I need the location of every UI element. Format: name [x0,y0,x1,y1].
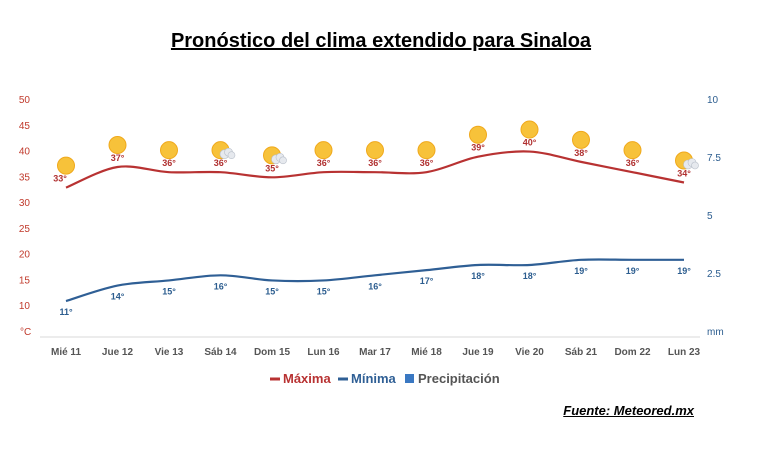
sun-cloud-icon [263,146,287,165]
data-label-minima: 15° [162,286,176,296]
y-right-tick: 10 [707,95,719,106]
y-right-unit: mm [707,327,724,338]
sun-icon [108,136,127,155]
y-left-tick: 45 [19,121,31,132]
sun-icon [366,141,384,160]
series-line-maxima [65,150,685,189]
source-credit: Fuente: Meteored.mx [563,403,694,418]
x-tick-label: Mié 18 [411,347,442,358]
sun-icon [57,156,75,175]
y-left-tick: 50 [19,95,31,106]
x-tick-label: Lun 16 [307,347,340,358]
sun-icon [314,141,333,160]
x-tick-label: Dom 22 [614,347,651,358]
y-left-tick: 25 [19,224,31,235]
y-right-tick: 5 [707,211,713,222]
y-left-tick: 35 [19,172,31,183]
y-right-tick: 7.5 [707,153,721,164]
data-label-maxima: 36° [368,158,382,168]
data-label-maxima: 36° [626,158,640,168]
legend-label: Precipitación [418,371,500,386]
sun-icon [160,141,178,160]
x-tick-label: Mar 17 [359,347,391,358]
data-label-maxima: 36° [420,158,434,168]
data-label-minima: 15° [317,286,331,296]
sun-cloud-icon [211,141,236,160]
y-left-tick: 10 [19,301,31,312]
data-label-minima: 14° [111,292,125,302]
data-label-maxima: 36° [162,158,176,168]
data-label-minima: 19° [574,266,588,276]
sun-cloud-icon [675,151,699,170]
data-label-maxima: 39° [471,143,485,153]
x-tick-label: Lun 23 [668,347,701,358]
data-label-maxima: 36° [317,158,331,168]
y-left-unit: °C [20,327,31,338]
x-tick-label: Dom 15 [254,347,291,358]
sun-icon [417,141,436,160]
sun-icon [623,141,642,160]
data-label-maxima: 38° [574,148,588,158]
y-right-tick: 2.5 [707,269,721,280]
data-label-minima: 11° [59,307,73,317]
data-label-minima: 16° [368,281,382,291]
data-label-minima: 17° [420,276,434,286]
data-label-minima: 19° [677,266,691,276]
data-label-maxima: 36° [214,158,228,168]
data-label-minima: 16° [214,281,228,291]
data-label-maxima: 40° [523,138,537,148]
data-label-minima: 19° [626,266,640,276]
legend-swatch [405,374,414,383]
sun-icon [469,125,487,144]
sun-icon [520,120,539,139]
x-tick-label: Mié 11 [51,347,81,358]
data-label-maxima: 37° [111,153,125,163]
data-label-minima: 15° [265,286,279,296]
x-tick-label: Jue 12 [102,347,134,358]
data-label-maxima: 35° [265,163,279,173]
x-tick-label: Sáb 14 [204,347,237,358]
x-tick-label: Vie 13 [155,347,184,358]
x-tick-label: Sáb 21 [565,347,598,358]
y-left-tick: 40 [19,147,31,158]
x-tick-label: Jue 19 [462,347,494,358]
data-label-maxima: 33° [53,174,67,184]
data-label-minima: 18° [523,271,537,281]
series-line-minima [65,258,684,303]
y-left-tick: 15 [19,275,31,286]
legend-label: Máxima [283,371,331,386]
sun-icon [572,130,590,149]
y-left-tick: 30 [19,198,31,209]
x-tick-label: Vie 20 [515,347,544,358]
legend-label: Mínima [351,371,397,386]
data-label-maxima: 34° [677,168,691,178]
data-label-minima: 18° [471,271,485,281]
chart-title: Pronóstico del clima extendido para Sina… [170,30,592,52]
y-left-tick: 20 [19,250,31,261]
